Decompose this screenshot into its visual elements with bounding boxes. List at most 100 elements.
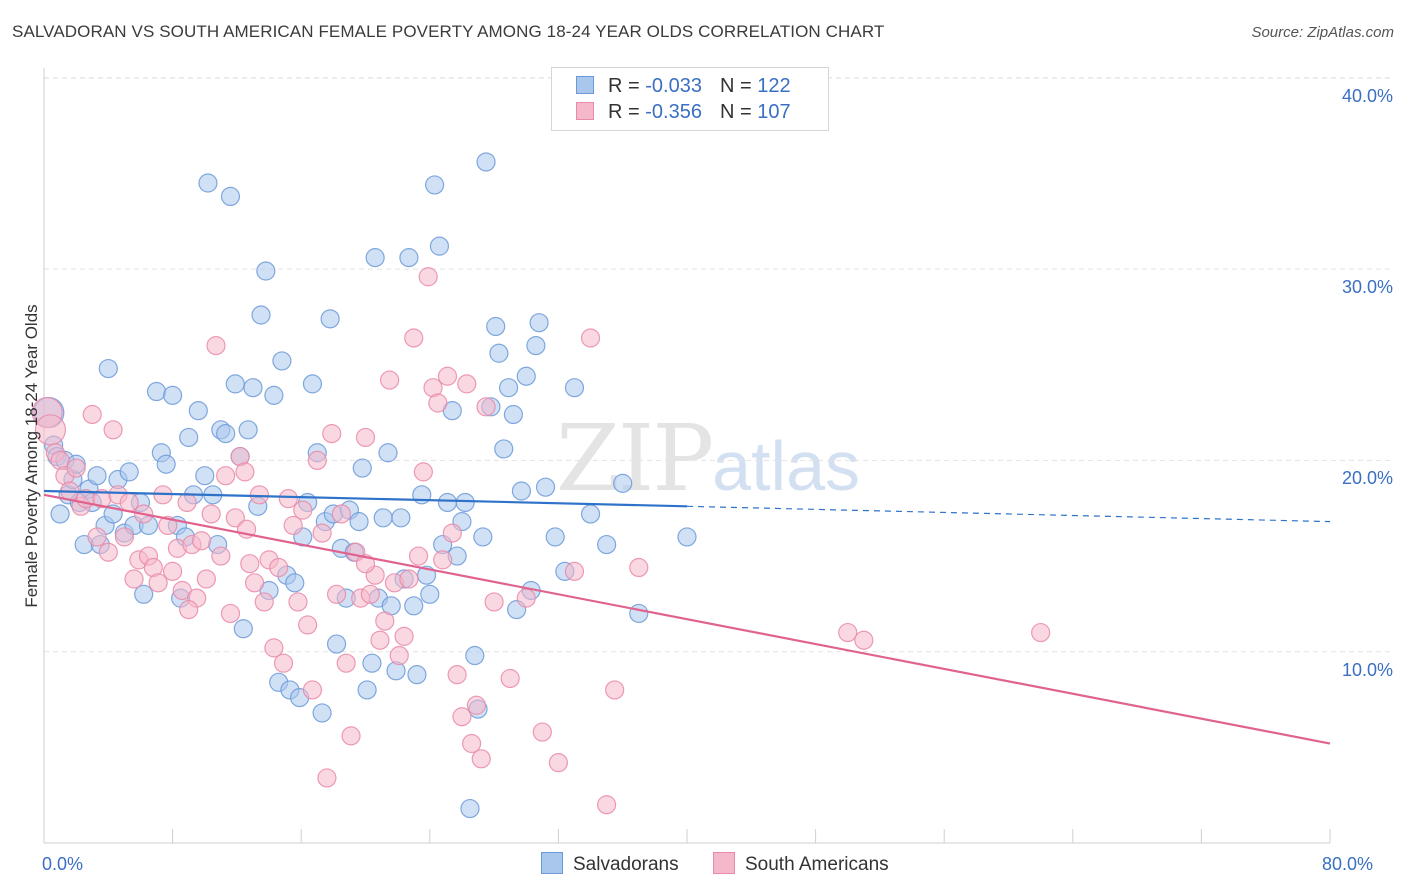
south-american-point	[375, 611, 395, 631]
salvadoran-point	[486, 316, 506, 337]
south-american-point	[249, 485, 270, 505]
salvadoran-point	[156, 454, 176, 474]
salvadoran-point	[362, 653, 382, 673]
south-american-point	[484, 592, 504, 612]
south-american-point	[326, 584, 347, 604]
salvadoran-point	[264, 385, 284, 405]
salvadoran-point	[580, 504, 601, 524]
salvadoran-point	[407, 665, 427, 685]
chart-title: SALVADORAN VS SOUTH AMERICAN FEMALE POVE…	[12, 22, 885, 41]
salvadoran-point	[425, 175, 445, 195]
salvadoran-point	[489, 343, 509, 363]
salvadoran-point	[50, 504, 70, 524]
south-american-point	[119, 492, 139, 513]
salvadoran-point	[98, 358, 118, 379]
south-american-point	[457, 374, 477, 394]
salvadoran-point	[476, 152, 496, 172]
south-american-point	[428, 393, 448, 413]
south-american-point	[580, 328, 601, 348]
south-american-point	[418, 267, 438, 287]
south-american-point	[201, 504, 221, 524]
salvadoran-point	[326, 634, 347, 654]
salvadoran-point	[163, 385, 183, 405]
watermark: ZIPatlas	[556, 405, 860, 512]
salvadoran-point	[349, 512, 369, 532]
south-american-point	[82, 404, 102, 425]
south-american-point	[158, 515, 178, 536]
south-american-point	[629, 557, 649, 578]
salvadoran-point	[272, 351, 292, 371]
salvadoran-point	[320, 309, 340, 329]
legend-row-south-americans: R = -0.356 N = 107	[576, 101, 791, 125]
correlation-legend: R = -0.033 N = 122 R = -0.356 N = 107	[551, 67, 829, 131]
source-label: Source: ZipAtlas.com	[1251, 24, 1394, 41]
south-american-point	[225, 508, 245, 528]
south-american-point	[288, 592, 308, 612]
south-american-point	[240, 554, 260, 574]
south-american-point	[442, 523, 462, 543]
south-american-point	[355, 427, 376, 448]
legend-r-label: R =	[608, 101, 646, 123]
y-tick-label-40: 40.0%	[1341, 86, 1393, 106]
salvadoran-trend-line	[43, 489, 688, 508]
south-american-point	[283, 515, 303, 536]
salvadoran-point	[146, 381, 167, 402]
south-american-point	[216, 466, 236, 486]
salvadoran-point	[535, 477, 556, 497]
south-american-point	[370, 630, 390, 650]
salvadoran-point	[225, 374, 245, 394]
south-american-point	[500, 668, 520, 689]
salvadoran-point	[503, 404, 523, 425]
salvadoran-point	[195, 466, 215, 486]
south-american-point	[124, 569, 144, 589]
salvadoran-point	[498, 378, 519, 398]
salvadoran-point	[564, 378, 585, 398]
south-american-point	[404, 328, 424, 348]
salvadoran-point	[134, 584, 154, 604]
south-american-point	[331, 504, 351, 524]
salvadoran-point	[511, 481, 532, 501]
south-american-point	[433, 550, 453, 570]
south-american-point	[196, 569, 216, 589]
south-american-point	[302, 680, 323, 700]
south-american-point	[278, 489, 298, 509]
salvadoran-point	[399, 248, 419, 268]
x-tick-label-min: 0.0%	[42, 854, 84, 874]
south-american-point	[114, 527, 134, 547]
salvadoran-point	[373, 508, 393, 528]
salvadoran-point	[243, 378, 263, 398]
y-axis-label: Female Poverty Among 18-24 Year Olds	[22, 304, 41, 608]
salvadoran-point	[365, 248, 385, 268]
salvadoran-point	[429, 236, 450, 256]
south-american-point	[244, 573, 265, 593]
salvadoran-point	[216, 424, 236, 444]
salvadoran-point	[404, 596, 424, 616]
legend-r-value: -0.356	[645, 101, 702, 123]
watermark-atlas: atlas	[712, 427, 861, 505]
salvadoran-point	[357, 680, 377, 700]
south-american-point	[191, 531, 212, 551]
south-american-point	[389, 645, 409, 666]
salvadoran-point	[629, 603, 649, 624]
legend-swatch-pink	[576, 102, 594, 120]
south-american-point	[148, 573, 168, 593]
salvadoran-point	[119, 462, 139, 482]
south-american-point	[471, 749, 491, 769]
south-american-point	[293, 500, 313, 520]
south-american-point	[597, 795, 617, 815]
salvadoran-point	[302, 374, 323, 394]
legend-r-value: -0.033	[645, 75, 702, 97]
south-american-point	[103, 420, 123, 440]
salvadoran-point	[391, 508, 411, 528]
bottom-legend-label: South Americans	[745, 854, 889, 875]
south-american-point	[355, 554, 376, 574]
south-american-point	[548, 753, 569, 773]
south-american-point	[269, 557, 289, 578]
south-american-point	[838, 622, 858, 643]
south-american-point	[516, 588, 536, 608]
salvadoran-point	[251, 305, 271, 325]
south-american-point	[322, 424, 342, 444]
south-american-point	[476, 397, 496, 417]
south-american-point	[461, 733, 482, 754]
salvadoran-point	[285, 573, 305, 593]
